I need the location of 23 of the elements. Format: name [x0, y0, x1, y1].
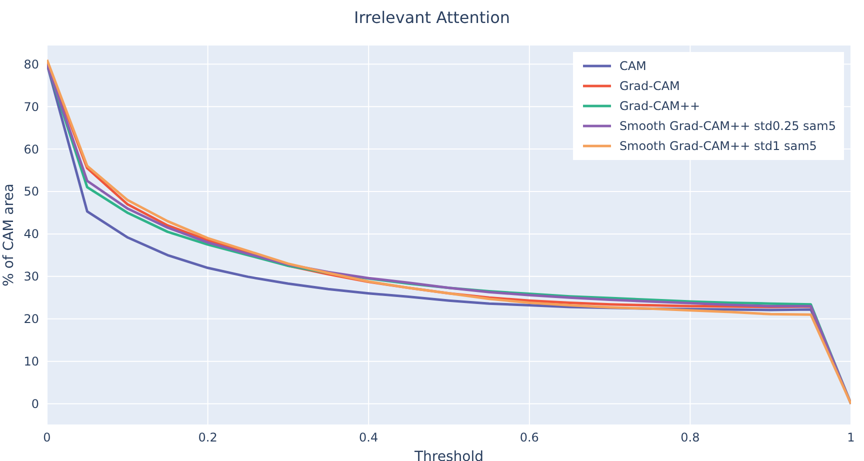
y-tick-label: 10: [24, 354, 39, 369]
legend-label: Grad-CAM++: [619, 99, 700, 113]
legend-label: Smooth Grad-CAM++ std1 sam5: [619, 139, 817, 153]
y-tick-label: 0: [31, 397, 39, 412]
legend-label: CAM: [619, 59, 646, 73]
x-tick-label: 0.2: [198, 430, 218, 445]
y-tick-label: 80: [24, 57, 39, 72]
x-tick-label: 1: [847, 430, 855, 445]
y-tick-label: 60: [24, 142, 39, 156]
x-tick-label: 0.6: [520, 430, 539, 445]
y-tick-label: 20: [24, 312, 39, 326]
legend-label: Smooth Grad-CAM++ std0.25 sam5: [619, 119, 836, 133]
y-axis-title: % of CAM area: [0, 184, 17, 286]
x-axis-title: Threshold: [414, 449, 484, 461]
legend-label: Grad-CAM: [619, 79, 680, 93]
chart-title: Irrelevant Attention: [353, 8, 511, 27]
y-tick-label: 30: [24, 270, 39, 284]
x-tick-label: 0.8: [680, 430, 700, 445]
y-tick-label: 50: [24, 184, 39, 199]
x-tick-label: 0: [43, 430, 51, 445]
x-tick-label: 0.4: [359, 430, 378, 445]
y-tick-label: 40: [24, 227, 39, 242]
y-tick-label: 70: [24, 100, 39, 114]
